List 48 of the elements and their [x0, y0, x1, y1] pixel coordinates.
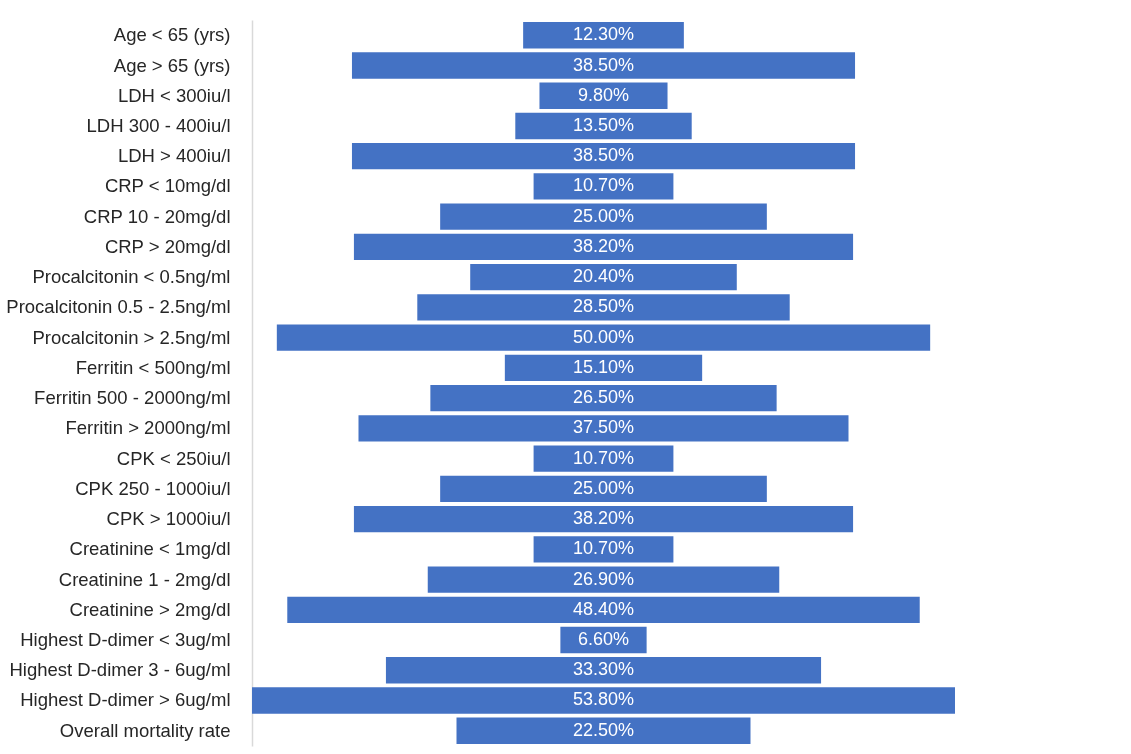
category-label: Procalcitonin < 0.5ng/ml [32, 266, 231, 288]
category-label: CPK > 1000iu/l [106, 508, 231, 530]
category-label: Procalcitonin 0.5 - 2.5ng/ml [6, 296, 231, 318]
category-label: Creatinine 1 - 2mg/dl [58, 568, 231, 590]
data-label: 50.00% [572, 326, 635, 347]
category-label: Highest D-dimer < 3ug/ml [20, 629, 231, 651]
data-label: 22.50% [572, 719, 635, 740]
data-label: 9.80% [577, 84, 630, 105]
data-label: 28.50% [572, 296, 635, 317]
category-label: Ferritin < 500ng/ml [75, 356, 231, 378]
category-label: Age < 65 (yrs) [113, 24, 231, 46]
category-label: Highest D-dimer 3 - 6ug/ml [9, 659, 231, 681]
data-label: 53.80% [572, 689, 635, 710]
category-label: LDH > 400iu/l [117, 145, 231, 167]
category-label: Overall mortality rate [59, 719, 231, 741]
data-label: 25.00% [572, 477, 635, 498]
category-label: Highest D-dimer > 6ug/ml [20, 689, 231, 711]
data-label: 12.30% [572, 24, 635, 45]
data-label: 13.50% [572, 114, 635, 135]
category-label: LDH 300 - 400iu/l [86, 114, 231, 136]
data-label: 38.50% [572, 145, 635, 166]
data-label: 10.70% [572, 175, 635, 196]
data-label: 37.50% [572, 417, 635, 438]
data-label: 26.50% [572, 387, 635, 408]
data-label: 10.70% [572, 447, 635, 468]
data-label: 25.00% [572, 205, 635, 226]
category-label: CPK 250 - 1000iu/l [75, 477, 231, 499]
category-label: CRP > 20mg/dl [104, 235, 231, 257]
data-label: 48.40% [572, 598, 635, 619]
category-label: Creatinine < 1mg/dl [69, 538, 231, 560]
data-label: 38.20% [572, 508, 635, 529]
category-label: CRP < 10mg/dl [104, 175, 231, 197]
data-label: 10.70% [572, 538, 635, 559]
category-label: CPK < 250iu/l [116, 447, 231, 469]
category-label: CRP 10 - 20mg/dl [83, 205, 231, 227]
data-label: 15.10% [572, 356, 635, 377]
category-label: Age > 65 (yrs) [113, 54, 231, 76]
category-label: Creatinine > 2mg/dl [69, 598, 231, 620]
data-label: 33.30% [572, 659, 635, 680]
data-label: 26.90% [572, 568, 635, 589]
category-label: Ferritin > 2000ng/ml [65, 417, 231, 439]
category-label: Ferritin 500 - 2000ng/ml [34, 387, 231, 409]
category-label: LDH < 300iu/l [117, 84, 231, 106]
data-label: 38.20% [572, 235, 635, 256]
category-label: Procalcitonin > 2.5ng/ml [32, 326, 231, 348]
data-label: 6.60% [577, 629, 630, 650]
data-label: 20.40% [572, 266, 635, 287]
data-label: 38.50% [572, 54, 635, 75]
